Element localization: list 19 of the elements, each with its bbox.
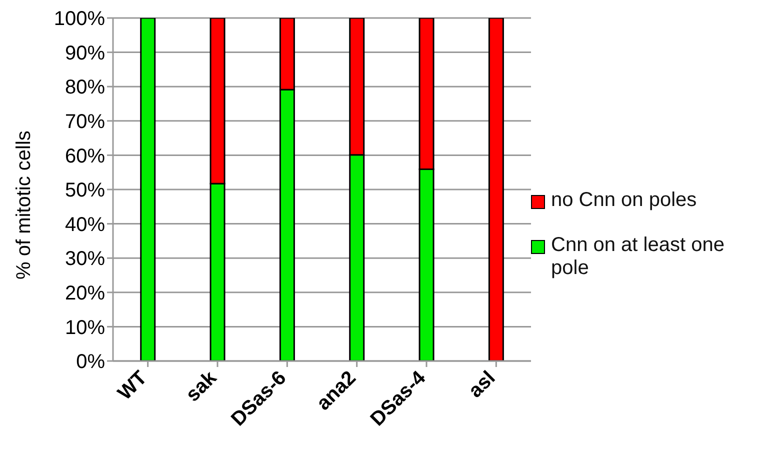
y-tick-label: 30% xyxy=(64,248,106,270)
y-tick-label: 0% xyxy=(76,351,106,374)
bar xyxy=(488,18,504,361)
y-tick-label: 70% xyxy=(64,111,106,133)
x-tick-label: asl xyxy=(464,366,500,402)
y-tick-label: 20% xyxy=(64,282,106,304)
y-tick-label: 60% xyxy=(64,145,106,168)
y-tick-label: 40% xyxy=(64,214,106,236)
y-tick-label: 50% xyxy=(64,180,106,202)
y-tick-label: 100% xyxy=(54,8,106,30)
y-tick-label: 10% xyxy=(64,316,106,339)
y-axis-title: % of mitotic cells xyxy=(13,130,36,280)
legend-label: no Cnn on poles xyxy=(551,189,697,212)
legend-label: Cnn on at least one pole xyxy=(551,234,726,280)
y-tick-label: 90% xyxy=(64,42,106,64)
x-tick-label: WT xyxy=(114,366,152,405)
x-tick-label: sak xyxy=(182,366,222,406)
bar xyxy=(140,18,156,361)
y-tick-label: 80% xyxy=(64,76,106,99)
